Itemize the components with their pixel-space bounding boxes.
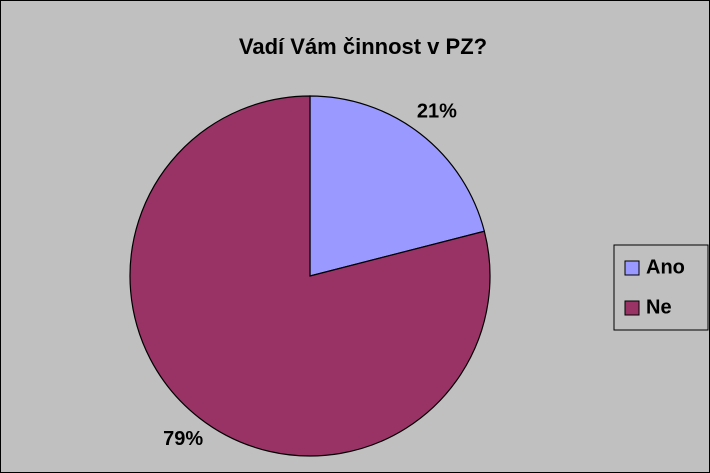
legend-swatch bbox=[624, 260, 640, 276]
pie-slice bbox=[309, 95, 486, 277]
legend-label: Ne bbox=[646, 296, 672, 318]
data-label: 21% bbox=[417, 101, 457, 123]
data-label: 79% bbox=[163, 428, 203, 450]
legend-label: Ano bbox=[646, 256, 685, 278]
legend-swatch bbox=[624, 300, 640, 316]
chart-title: Vadí Vám činnost v PZ? bbox=[239, 34, 487, 59]
legend-box bbox=[613, 244, 709, 331]
pie-slice bbox=[129, 95, 491, 457]
